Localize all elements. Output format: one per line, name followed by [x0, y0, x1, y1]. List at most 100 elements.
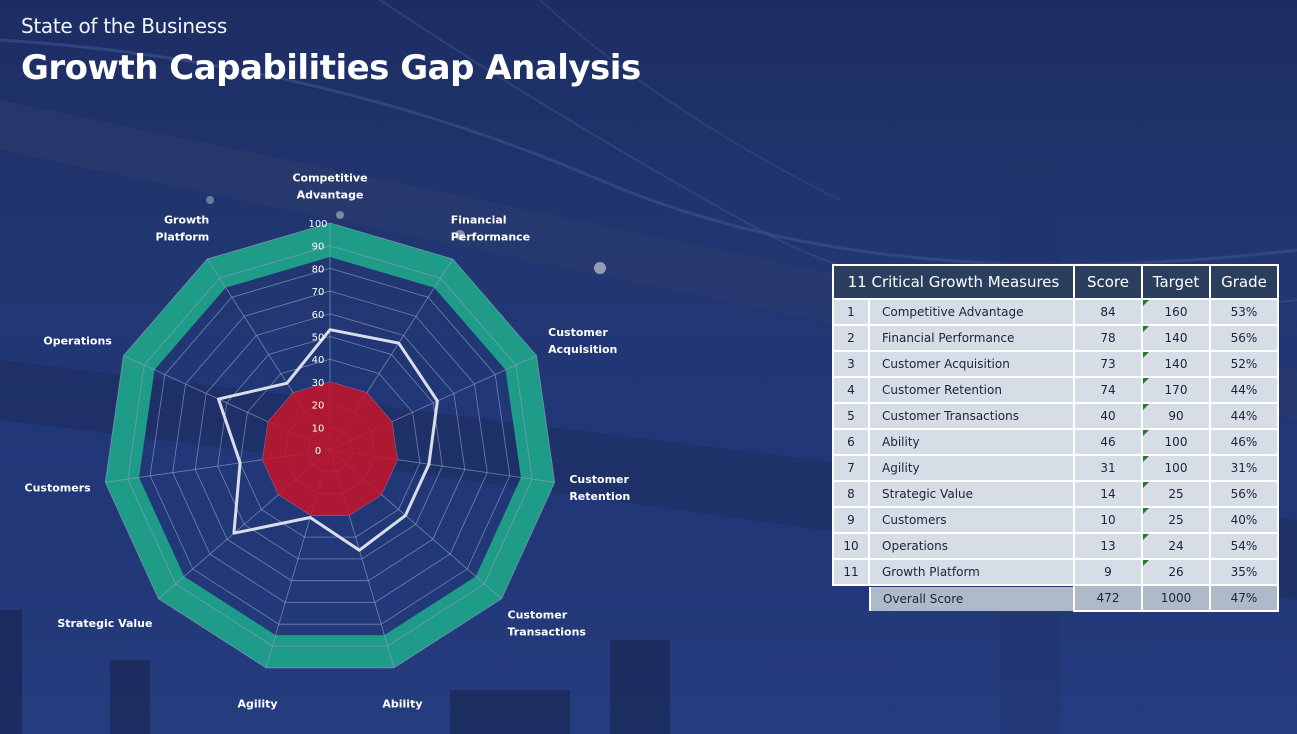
score-cell: 10	[1073, 506, 1143, 534]
measure-name: Customer Transactions	[882, 409, 1020, 423]
grade-cell: 44%	[1209, 376, 1279, 404]
measure-cell: 11 Growth Platform	[832, 558, 1075, 586]
table-row: 4 Customer Retention 74 170 44%	[832, 376, 1279, 404]
row-number: 8	[834, 482, 870, 506]
measure-cell: 3 Customer Acquisition	[832, 350, 1075, 378]
radar-grid-ring	[172, 290, 488, 603]
table-row: 3 Customer Acquisition 73 140 52%	[832, 350, 1279, 378]
radar-grid-ring	[104, 222, 556, 669]
table-row: 5 Customer Transactions 40 90 44%	[832, 402, 1279, 430]
page-title: Growth Capabilities Gap Analysis	[21, 48, 641, 88]
radar-grid-ring	[149, 267, 511, 625]
radar-tick-label: 90	[312, 242, 325, 253]
measure-cell: 4 Customer Retention	[832, 376, 1075, 404]
radar-inner-zone	[262, 381, 398, 516]
target-cell: 100	[1141, 454, 1211, 482]
radar-grid-ring	[239, 358, 421, 538]
measure-name: Financial Performance	[882, 331, 1015, 345]
col-header-target: Target	[1141, 264, 1211, 300]
page-subtitle: State of the Business	[21, 14, 228, 38]
radar-tick-label: 80	[312, 264, 325, 275]
score-cell: 9	[1073, 558, 1143, 586]
total-label: Overall Score	[869, 586, 1073, 611]
target-cell: 170	[1141, 376, 1211, 404]
score-cell: 46	[1073, 428, 1143, 456]
radar-axis-label: Customers	[25, 482, 92, 495]
col-header-grade: Grade	[1209, 264, 1279, 300]
radar-grade-line	[217, 328, 439, 552]
row-number: 5	[834, 404, 870, 428]
grade-cell: 44%	[1209, 402, 1279, 430]
score-cell: 84	[1073, 298, 1143, 326]
score-cell: 74	[1073, 376, 1143, 404]
grade-cell: 52%	[1209, 350, 1279, 378]
row-number: 2	[834, 326, 870, 350]
measure-cell: 8 Strategic Value	[832, 480, 1075, 508]
radar-axis-label: Strategic Value	[57, 617, 152, 630]
col-header-measure: 11 Critical Growth Measures	[832, 264, 1075, 300]
grade-cell: 35%	[1209, 558, 1279, 586]
table-row: 2 Financial Performance 78 140 56%	[832, 324, 1279, 352]
target-cell: 160	[1141, 298, 1211, 326]
target-cell: 24	[1141, 532, 1211, 560]
measure-cell: 10 Operations	[832, 532, 1075, 560]
radar-axis-label: Customer Retention	[569, 473, 630, 503]
radar-grid-ring	[127, 245, 533, 647]
target-cell: 100	[1141, 428, 1211, 456]
measure-name: Operations	[882, 539, 948, 553]
table-row: 6 Ability 46 100 46%	[832, 428, 1279, 456]
measure-name: Agility	[882, 461, 920, 475]
grade-cell: 56%	[1209, 324, 1279, 352]
total-grade-cell: 47%	[1209, 584, 1279, 612]
measure-name: Customer Retention	[882, 383, 1002, 397]
table-row: 1 Competitive Advantage 84 160 53%	[832, 298, 1279, 326]
table-row: 10 Operations 13 24 54%	[832, 532, 1279, 560]
table-header-row: 11 Critical Growth Measures Score Target…	[832, 264, 1279, 300]
measure-name: Competitive Advantage	[882, 305, 1024, 319]
measure-cell: 2 Financial Performance	[832, 324, 1075, 352]
target-cell: 90	[1141, 402, 1211, 430]
grade-cell: 54%	[1209, 532, 1279, 560]
radar-axis-label: Ability	[382, 697, 422, 710]
col-header-score: Score	[1073, 264, 1143, 300]
total-target-cell: 1000	[1141, 584, 1211, 612]
radar-axis-label: Financial Performance	[451, 213, 530, 243]
total-score-cell: 472	[1073, 584, 1143, 612]
measure-cell: 5 Customer Transactions	[832, 402, 1075, 430]
measure-cell: 1 Competitive Advantage	[832, 298, 1075, 326]
measure-name: Customers	[882, 513, 947, 527]
radar-grid-ring	[194, 313, 466, 582]
score-cell: 40	[1073, 402, 1143, 430]
score-cell: 31	[1073, 454, 1143, 482]
grade-cell: 40%	[1209, 506, 1279, 534]
radar-axis-label: Customer Acquisition	[548, 326, 617, 356]
row-number: 11	[834, 560, 870, 584]
measure-name: Ability	[882, 435, 920, 449]
row-number: 7	[834, 456, 870, 480]
measure-name: Growth Platform	[882, 565, 980, 579]
score-cell: 13	[1073, 532, 1143, 560]
radar-axis-label: Agility	[237, 697, 277, 710]
grade-cell: 31%	[1209, 454, 1279, 482]
growth-measures-table: 11 Critical Growth Measures Score Target…	[832, 264, 1279, 612]
radar-tick-label: 100	[308, 219, 327, 230]
target-cell: 25	[1141, 480, 1211, 508]
table-row: 11 Growth Platform 9 26 35%	[832, 558, 1279, 586]
radar-tick-label: 10	[312, 423, 325, 434]
table-row: 9 Customers 10 25 40%	[832, 506, 1279, 534]
row-number: 4	[834, 378, 870, 402]
grade-cell: 53%	[1209, 298, 1279, 326]
radar-tick-label: 70	[312, 287, 325, 298]
total-label-cell: Overall Score	[833, 585, 1074, 611]
radar-axis-label: Competitive Advantage	[292, 172, 367, 202]
row-number: 1	[834, 300, 870, 324]
measure-cell: 6 Ability	[832, 428, 1075, 456]
grade-cell: 46%	[1209, 428, 1279, 456]
measure-cell: 7 Agility	[832, 454, 1075, 482]
row-number: 10	[834, 534, 870, 558]
target-cell: 140	[1141, 350, 1211, 378]
radar-tick-label: 20	[312, 401, 325, 412]
radar-axis-label: Growth Platform	[156, 213, 210, 243]
measure-name: Customer Acquisition	[882, 357, 1010, 371]
radar-tick-label: 0	[315, 446, 321, 457]
